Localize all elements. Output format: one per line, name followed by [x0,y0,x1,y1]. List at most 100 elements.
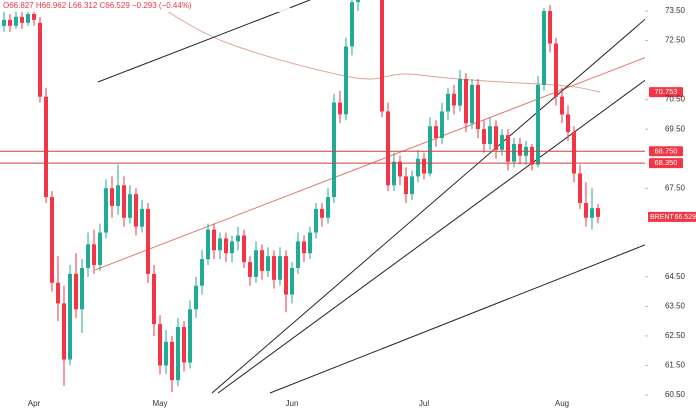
candle-body [26,13,30,23]
candle-body [110,188,114,206]
candle-body [260,250,264,271]
y-tick-label: 64.50 [665,272,686,281]
candle-body [230,241,234,254]
candle-body [434,126,438,139]
candle-body [320,208,324,218]
candle-body [482,129,486,144]
candle-body [464,78,468,124]
candle-body [338,102,342,115]
x-tick-label: Jun [286,399,299,408]
candles [2,0,600,393]
last-price-label: 66.529 [675,214,696,221]
candle-body [290,267,294,295]
candle-body [188,309,192,363]
candle-body [506,135,510,162]
candle-body [404,176,408,195]
candle-body [428,126,432,174]
candle-body [62,303,66,360]
ma-label: 70.753 [655,87,678,96]
candle-body [266,256,270,271]
candle-body [542,11,546,85]
candle-body [20,16,24,23]
candle-body [152,273,156,325]
candle-body [284,256,288,295]
y-tick-label: 60.50 [665,390,686,399]
candle-body [140,208,144,227]
candle-body [344,46,348,115]
candle-body [386,111,390,186]
header-bg [0,0,290,12]
candle-body [236,235,240,242]
candle-body [458,78,462,106]
candle-body [494,126,498,150]
candle-body [308,232,312,254]
candle-body [476,84,480,130]
candle-body [14,16,18,26]
candle-body [44,96,48,198]
candle-body [74,273,78,310]
candle-body [164,341,168,366]
candle-body [488,126,492,144]
candle-body [182,327,186,363]
candle-body [38,22,42,97]
candle-body [122,185,126,218]
candle-body [86,244,90,268]
candle-body [8,19,12,26]
candle-body [176,327,180,381]
candle-body [440,111,444,139]
level-label: 68.750 [655,146,678,155]
candle-body [80,267,84,310]
candle-body [206,229,210,260]
trend-line [97,0,311,83]
trend-line [269,244,645,394]
candle-body [332,102,336,198]
candle-body [2,19,6,26]
candle-body [314,208,318,233]
drawings [94,0,645,394]
candle-body [416,158,420,177]
trend-line [211,18,645,394]
candle-body [512,143,516,162]
y-tick-label: 62.50 [665,331,686,340]
candle-body [224,238,228,254]
level-label-bg [649,158,683,169]
candle-body [56,282,60,304]
candle-body [572,132,576,174]
candle-body [536,84,540,165]
candle-body [350,2,354,47]
candle-body [170,341,174,381]
candle-body [68,273,72,360]
y-tick-label: 72.50 [665,36,686,45]
candle-body [194,285,198,310]
y-tick-label: 70.50 [665,95,686,104]
candle-body [500,135,504,150]
y-tick-label: 61.50 [665,361,686,370]
y-tick-label: 63.50 [665,301,686,310]
candle-body [248,262,252,277]
trend-line [217,79,645,394]
candle-body [50,197,54,283]
candle-body [92,244,96,266]
candle-body [242,235,246,263]
candle-body [254,250,258,277]
candle-body [518,143,522,156]
candle-body [98,232,102,266]
symbol-label: BRENT [650,214,674,221]
candle-body [410,176,414,195]
candle-body [272,256,276,280]
candle-body [470,84,474,124]
candle-body [554,43,558,97]
candle-body [158,324,162,366]
candle-body [548,11,552,44]
x-tick-label: Aug [555,399,569,408]
candle-body [446,93,450,112]
level-label-bg [649,146,683,157]
candle-body [278,256,282,280]
level-label: 68.350 [655,158,678,167]
y-tick-label: 67.50 [665,183,686,192]
x-tick-label: Jul [419,399,429,408]
candle-body [134,194,138,227]
candle-body [530,146,534,165]
candle-body [212,229,216,251]
